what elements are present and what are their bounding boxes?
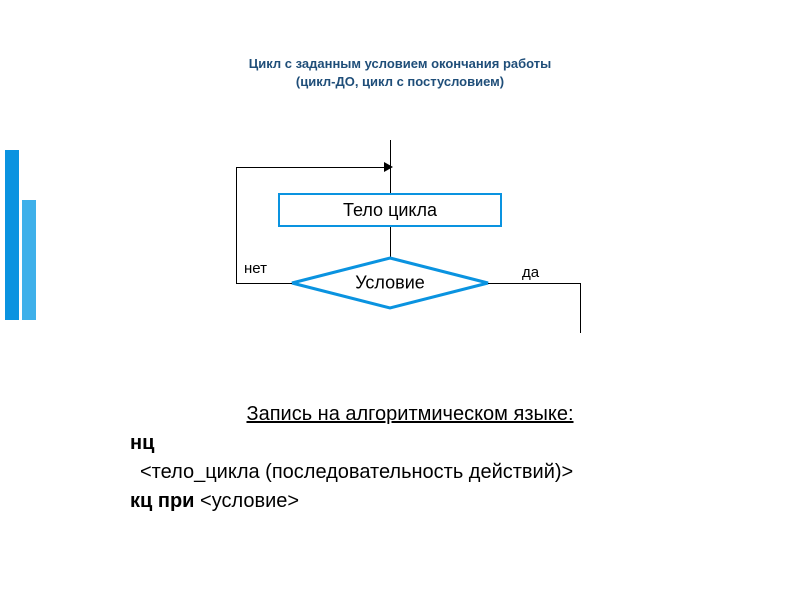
label-no: нет <box>244 260 267 277</box>
algorithm-block: Запись на алгоритмическом языке: нц <тел… <box>130 400 690 516</box>
loop-body-box: Тело цикла <box>278 193 502 227</box>
sidebar-accent-1 <box>5 150 19 320</box>
condition-diamond: Условие <box>290 256 490 310</box>
flow-line-yes-h <box>488 283 580 284</box>
algo-line-1: нц <box>130 429 690 458</box>
title-line-2: (цикл-ДО, цикл с постусловием) <box>296 74 504 89</box>
loop-body-label: Тело цикла <box>343 200 437 220</box>
flow-line-no-v <box>236 167 237 284</box>
flow-line-yes-v <box>580 283 581 333</box>
algo-line-2: <тело_цикла (последовательность действий… <box>130 458 690 487</box>
page-title: Цикл с заданным условием окончания работ… <box>150 55 650 90</box>
flow-line-no-h2 <box>236 167 384 168</box>
page-root: Цикл с заданным условием окончания работ… <box>0 0 800 600</box>
condition-label: Условие <box>290 273 490 294</box>
algo-line-3: кц при <условие> <box>130 487 690 516</box>
label-yes: да <box>522 264 539 281</box>
sidebar-accent-2 <box>22 200 36 320</box>
flow-arrow-no <box>384 162 393 172</box>
title-line-1: Цикл с заданным условием окончания работ… <box>249 56 552 71</box>
flow-line-no-h1 <box>236 283 292 284</box>
algorithm-title: Запись на алгоритмическом языке: <box>130 400 690 429</box>
